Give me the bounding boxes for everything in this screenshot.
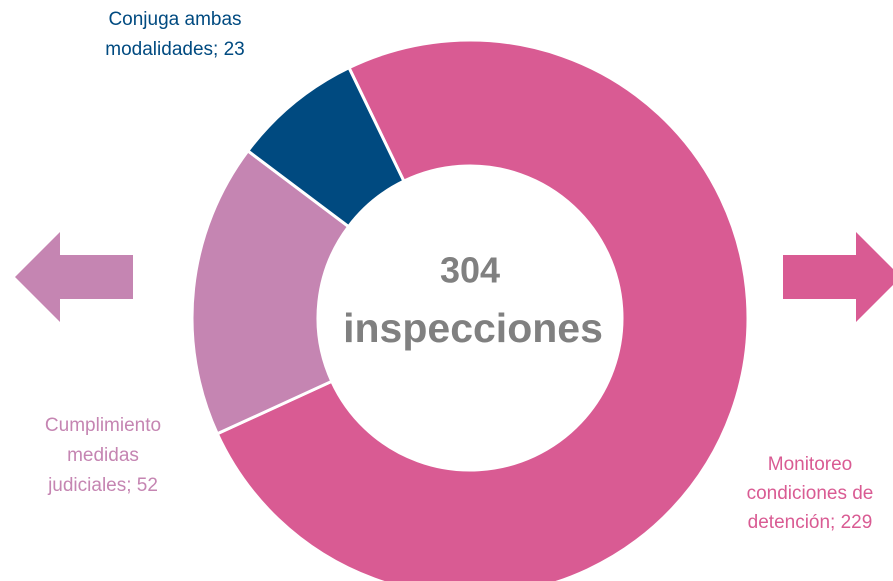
slice-label: detención; 229 (748, 512, 873, 533)
slice-label: modalidades; 23 (105, 39, 244, 60)
center-text: inspecciones (343, 305, 603, 351)
slice (245, 65, 406, 229)
slice-label: Monitoreo (768, 454, 853, 475)
slice-label: Cumplimiento (45, 415, 161, 436)
right-arrow (783, 232, 893, 322)
slice (215, 38, 750, 581)
center-value: 304 (440, 250, 500, 291)
slice-label: judiciales; 52 (47, 475, 158, 496)
slice-label: medidas (67, 445, 139, 466)
slice-label: condiciones de (747, 483, 874, 504)
slices (190, 38, 750, 581)
left-arrow (15, 232, 133, 322)
slice-label: Conjuga ambas (108, 9, 241, 30)
slice (190, 148, 351, 436)
